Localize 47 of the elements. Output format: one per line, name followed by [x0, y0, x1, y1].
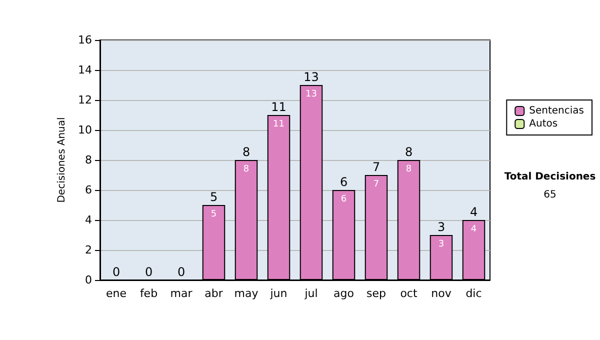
x-tick-label: ene: [106, 287, 127, 300]
text: Total Decisiones: [504, 172, 596, 182]
y-tick-label: 8: [85, 154, 92, 166]
data-label: 8: [406, 164, 412, 174]
data-label: 5: [210, 210, 217, 220]
total-label: 0: [144, 265, 153, 279]
y-tick-label: 12: [78, 94, 92, 106]
y-tick-label: 2: [85, 244, 92, 256]
y-tick-label: 0: [85, 274, 92, 286]
legend-label: Autos: [529, 118, 558, 130]
y-tick-label: 10: [78, 124, 92, 136]
total-label: 6: [340, 175, 348, 189]
total-label: 8: [404, 145, 413, 159]
y-tick-label: 16: [78, 34, 92, 46]
total-label: 0: [177, 265, 186, 279]
total-label: 5: [210, 190, 218, 204]
data-label: 8: [243, 164, 250, 174]
x-tick-label: oct: [400, 287, 418, 300]
y-tick-label: 6: [85, 184, 92, 196]
x-tick-label: ago: [334, 287, 354, 300]
total-label: 13: [304, 70, 319, 84]
y-tick-label: 14: [78, 64, 92, 76]
total-label: 7: [372, 160, 380, 174]
y-tick-label: 4: [85, 214, 92, 226]
x-tick-label: nov: [431, 287, 452, 300]
data-label: 4: [470, 224, 477, 234]
x-tick-label: abr: [204, 287, 224, 300]
x-tick-label: feb: [140, 287, 158, 300]
legend-label: Sentencias: [529, 106, 584, 116]
total-label: 11: [271, 100, 286, 114]
x-tick-label: sep: [366, 287, 386, 300]
data-label: 13: [306, 90, 317, 100]
data-label: 11: [273, 120, 284, 130]
total-label: 0: [112, 265, 120, 279]
total-label: 3: [437, 220, 446, 234]
x-tick-label: mar: [170, 287, 193, 300]
text: 65: [544, 190, 556, 200]
x-tick-label: jun: [269, 287, 288, 300]
total-label: 4: [470, 205, 478, 219]
data-label: 3: [438, 240, 444, 250]
total-label: 8: [242, 145, 250, 159]
x-tick-label: dic: [466, 287, 482, 300]
y-axis-title: Decisiones Anual: [56, 117, 68, 203]
x-tick-label: jul: [304, 287, 318, 300]
data-label: 6: [340, 194, 347, 204]
x-tick-label: may: [234, 287, 259, 300]
data-label: 7: [373, 180, 380, 190]
